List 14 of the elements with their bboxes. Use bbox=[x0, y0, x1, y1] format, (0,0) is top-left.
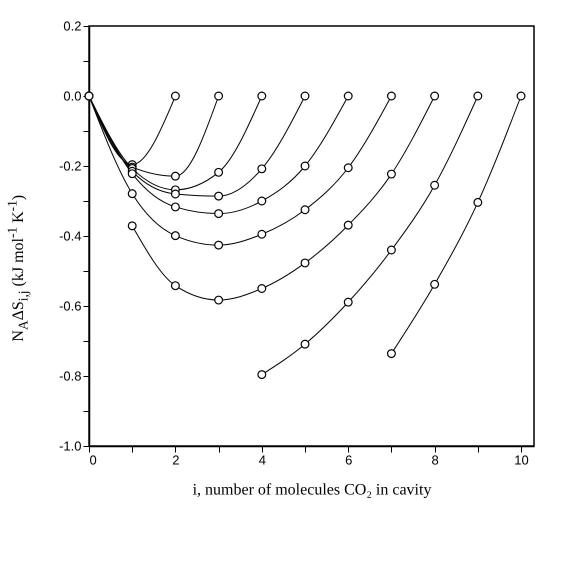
x-tick-label: 6 bbox=[345, 452, 352, 468]
x-tick-label: 0 bbox=[90, 452, 97, 468]
y-tick-label: 0.0 bbox=[63, 88, 82, 104]
y-tick-label: 0.2 bbox=[63, 18, 82, 34]
y-tick-label: -0.4 bbox=[59, 228, 82, 244]
y-tick-label: -0.2 bbox=[59, 158, 82, 174]
x-tick-label: 8 bbox=[432, 452, 439, 468]
x-axis-title: i, number of molecules CO₂ in cavity bbox=[192, 482, 432, 498]
y-tick-label: -0.6 bbox=[59, 298, 82, 314]
x-tick-label: 2 bbox=[172, 452, 180, 468]
y-tick-label: -0.8 bbox=[59, 368, 82, 384]
x-tick-label: 10 bbox=[514, 452, 529, 468]
y-tick-label: -1.0 bbox=[59, 438, 82, 454]
x-tick-label: 4 bbox=[258, 452, 266, 468]
